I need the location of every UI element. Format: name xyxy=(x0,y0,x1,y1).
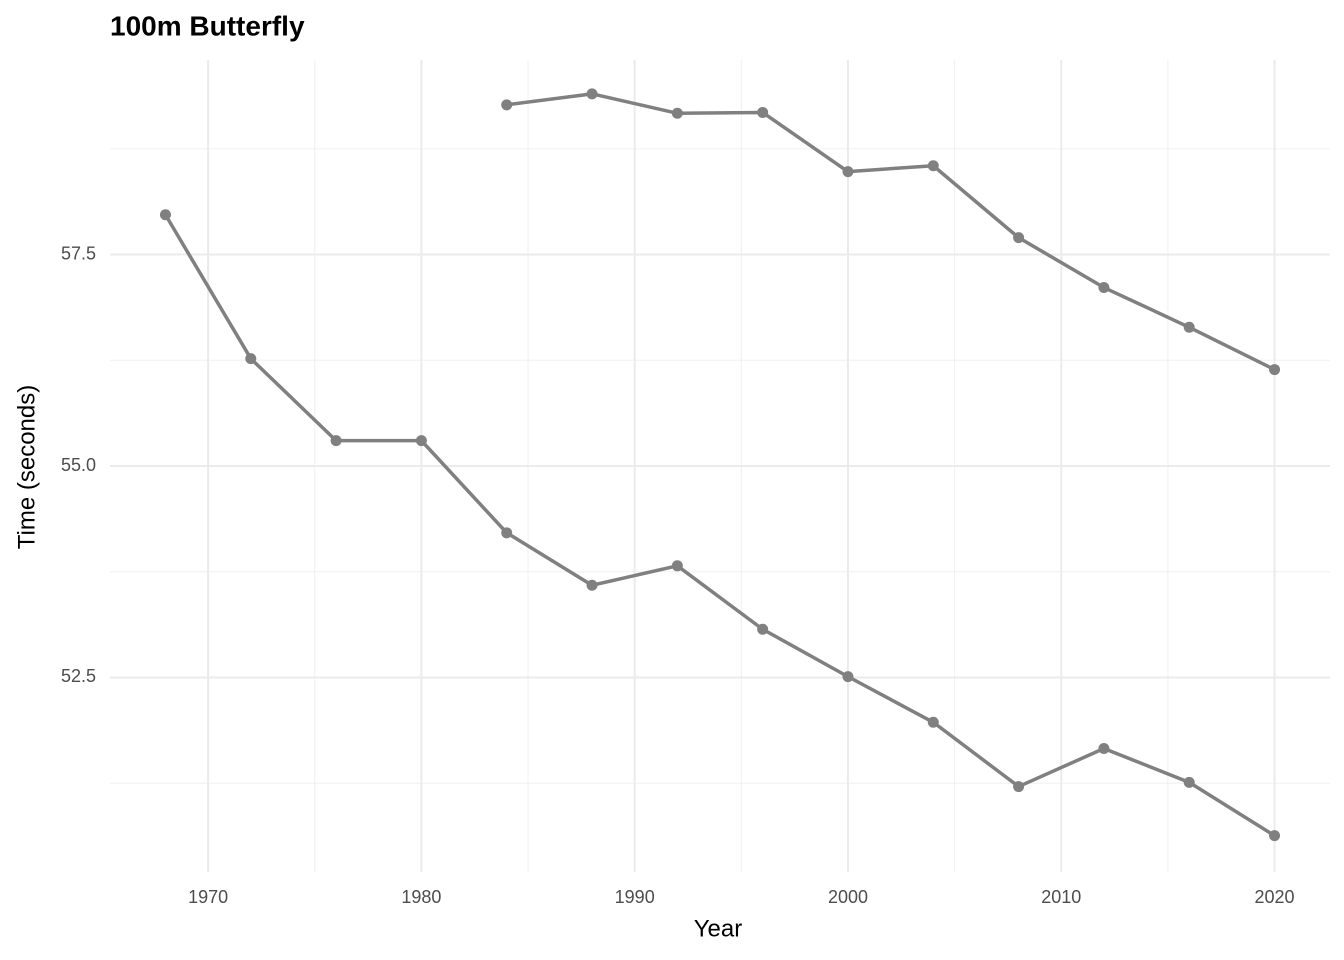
data-point xyxy=(1098,282,1110,294)
data-point xyxy=(1269,830,1281,842)
data-point xyxy=(757,106,769,118)
data-point xyxy=(501,99,513,111)
data-point xyxy=(1269,364,1281,376)
data-point xyxy=(1013,232,1025,244)
data-point xyxy=(330,435,342,447)
data-point xyxy=(671,560,683,572)
data-point xyxy=(501,527,513,539)
data-point xyxy=(586,88,598,100)
x-tick-label: 2020 xyxy=(1255,887,1295,907)
data-point xyxy=(245,353,257,365)
data-point xyxy=(1013,781,1025,793)
chart-title: 100m Butterfly xyxy=(110,10,305,41)
x-tick-label: 2000 xyxy=(828,887,868,907)
x-tick-label: 1990 xyxy=(615,887,655,907)
y-tick-label: 55.0 xyxy=(61,455,96,475)
data-point xyxy=(159,209,171,221)
data-point xyxy=(927,716,939,728)
x-axis-label: Year xyxy=(694,915,743,942)
data-point xyxy=(842,166,854,178)
y-tick-label: 52.5 xyxy=(61,666,96,686)
data-point xyxy=(842,671,854,683)
series-line xyxy=(506,92,1276,372)
data-point xyxy=(927,160,939,172)
data-point xyxy=(1098,743,1110,755)
data-point xyxy=(586,579,598,591)
y-tick-label: 57.5 xyxy=(61,243,96,263)
data-point xyxy=(671,107,683,119)
x-tick-label: 2010 xyxy=(1041,887,1081,907)
data-point xyxy=(415,435,427,447)
series-line xyxy=(163,213,1276,838)
y-axis-label: Time (seconds) xyxy=(13,385,40,549)
x-tick-label: 1980 xyxy=(401,887,441,907)
data-point xyxy=(1183,776,1195,788)
data-point xyxy=(757,623,769,635)
x-tick-label: 1970 xyxy=(188,887,228,907)
data-point xyxy=(1183,321,1195,333)
